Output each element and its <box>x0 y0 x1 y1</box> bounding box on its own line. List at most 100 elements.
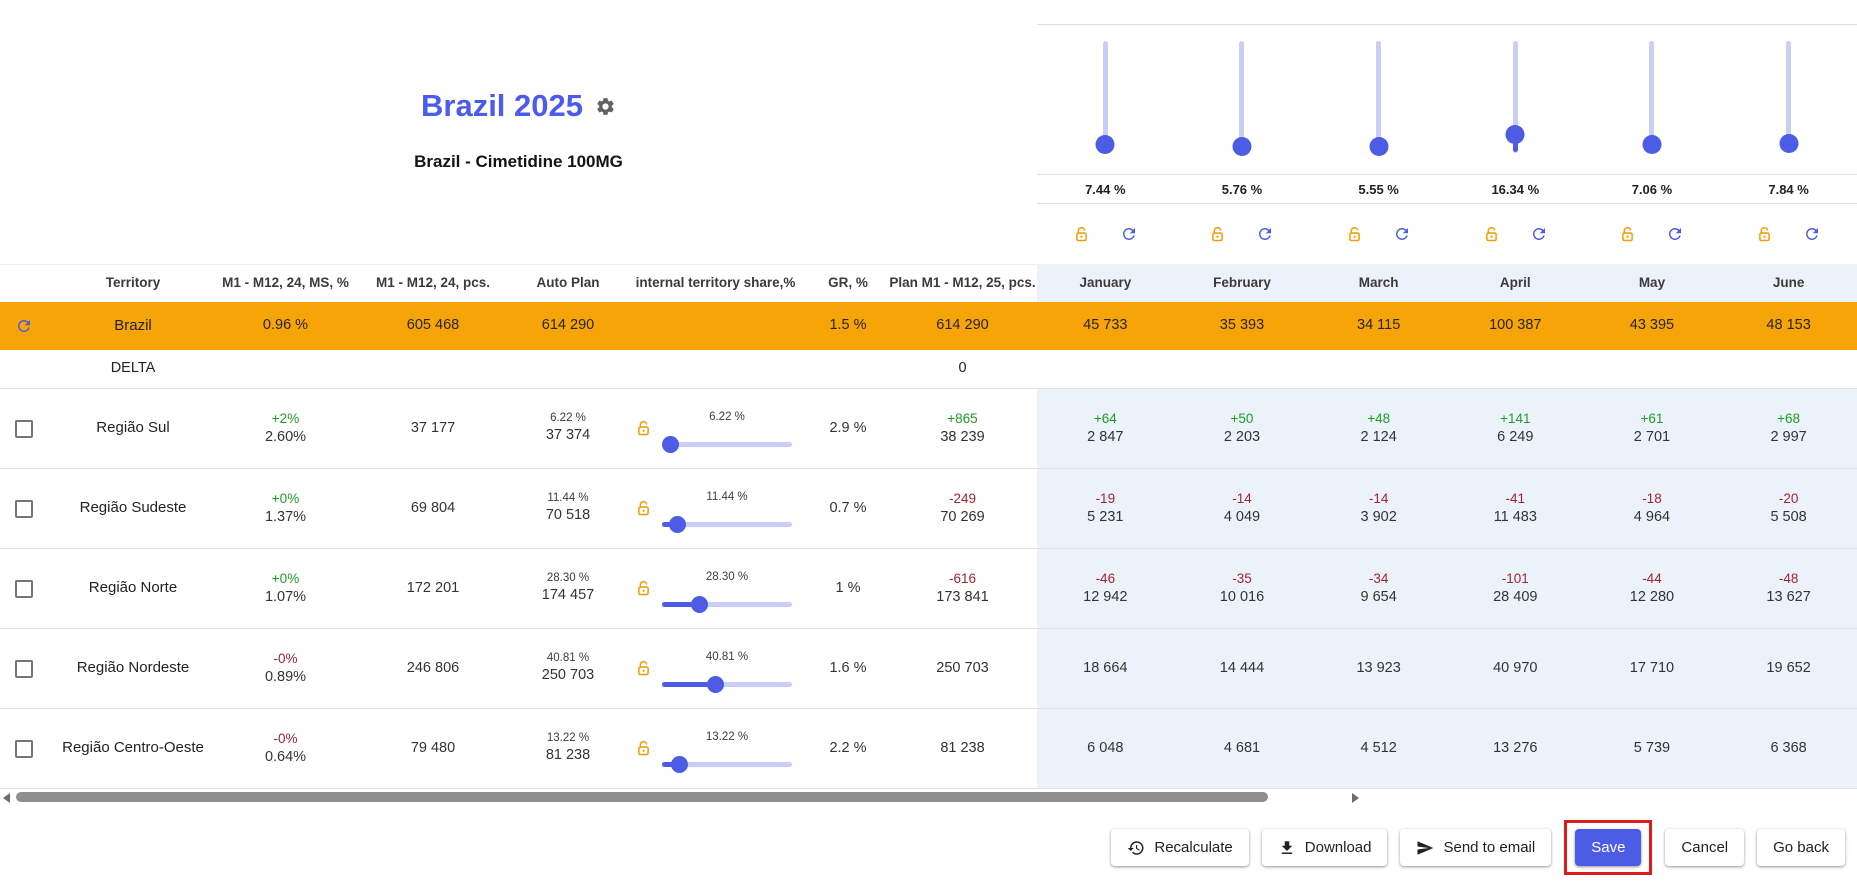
lock-open-icon[interactable] <box>635 580 652 597</box>
lock-open-icon[interactable] <box>1619 226 1636 243</box>
share-cell: 13.22 % <box>623 709 808 788</box>
vertical-slider-thumb[interactable] <box>1642 135 1662 155</box>
lock-open-icon[interactable] <box>1756 226 1773 243</box>
share-slider[interactable]: 6.22 % <box>662 410 792 453</box>
scrollbar-thumb[interactable] <box>16 792 1268 802</box>
recalculate-button[interactable]: Recalculate <box>1111 829 1249 866</box>
month-cell: 45 733 <box>1083 317 1128 334</box>
month-cell: +48 2 124 <box>1310 389 1447 468</box>
territory-label: Região Sul <box>96 419 170 437</box>
vertical-slider-thumb[interactable] <box>1369 136 1389 156</box>
download-button[interactable]: Download <box>1261 829 1388 866</box>
region-row: Região Nordeste -0% 0.89% 246 806 40.81 % 250… <box>0 628 1857 708</box>
month-cell: -101 28 409 <box>1446 549 1584 628</box>
row-checkbox[interactable] <box>15 419 33 438</box>
ms-cell: +2% 2.60% <box>264 410 307 445</box>
row-checkbox[interactable] <box>15 659 33 678</box>
vertical-slider-thumb[interactable] <box>1779 134 1799 154</box>
row-checkbox[interactable] <box>15 579 33 598</box>
scroll-right-icon[interactable] <box>1352 793 1359 803</box>
share-slider-value: 28.30 % <box>705 571 749 584</box>
save-button[interactable]: Save <box>1575 829 1642 866</box>
lock-open-icon[interactable] <box>635 420 652 437</box>
lock-open-icon[interactable] <box>1209 226 1226 243</box>
pcs-cell: 605 468 <box>406 317 460 334</box>
lock-open-icon[interactable] <box>1073 226 1090 243</box>
share-slider[interactable]: 40.81 % <box>662 650 792 693</box>
share-slider-track[interactable] <box>662 675 792 693</box>
gr-cell: 1.5 % <box>829 317 867 334</box>
region-row: Região Centro-Oeste -0% 0.64% 79 480 13.22 %… <box>0 708 1857 788</box>
month-cell: +68 2 997 <box>1720 389 1857 468</box>
month-cell <box>1173 350 1311 388</box>
refresh-icon[interactable] <box>1530 225 1548 243</box>
share-slider-thumb[interactable] <box>671 755 689 773</box>
vertical-slider-thumb[interactable] <box>1505 124 1525 144</box>
refresh-icon[interactable] <box>15 317 33 335</box>
refresh-icon[interactable] <box>1256 225 1274 243</box>
month-cell: 14 444 <box>1173 629 1311 708</box>
share-slider-track[interactable] <box>662 595 792 613</box>
gear-icon[interactable] <box>595 96 616 117</box>
share-slider-track[interactable] <box>662 755 792 773</box>
go-back-button[interactable]: Go back <box>1757 829 1845 866</box>
share-slider-track[interactable] <box>662 515 792 533</box>
share-slider-track[interactable] <box>662 435 792 453</box>
slider-icons <box>1174 204 1311 264</box>
refresh-icon[interactable] <box>1803 225 1821 243</box>
slider-value-label: 7.06 % <box>1631 181 1673 197</box>
vertical-slider[interactable] <box>1095 41 1115 154</box>
month-cell: +61 2 701 <box>1583 389 1721 468</box>
month-cell: 17 710 <box>1583 629 1721 708</box>
pcs-cell: 79 480 <box>410 739 456 756</box>
vslider-cell <box>1447 25 1584 174</box>
share-slider-thumb[interactable] <box>662 435 680 453</box>
share-slider-thumb[interactable] <box>690 595 708 613</box>
column-header: internal territory share,% <box>635 275 796 291</box>
column-header-month: April <box>1446 265 1584 302</box>
share-slider-value: 40.81 % <box>705 651 749 664</box>
page-title: Brazil 2025 <box>421 88 616 124</box>
button-label: Cancel <box>1681 839 1729 856</box>
slider-icons-row <box>1037 204 1857 264</box>
row-checkbox[interactable] <box>15 499 33 518</box>
lock-open-icon[interactable] <box>1346 226 1363 243</box>
ms-cell: -0% 0.89% <box>264 650 307 685</box>
vertical-slider-thumb[interactable] <box>1232 136 1252 156</box>
share-slider[interactable]: 11.44 % <box>662 490 792 533</box>
share-cell: 6.22 % <box>623 389 808 468</box>
share-slider[interactable]: 28.30 % <box>662 570 792 613</box>
month-cell: 5 739 <box>1583 709 1721 788</box>
vertical-slider[interactable] <box>1642 41 1662 155</box>
page-title-text: Brazil 2025 <box>421 88 583 123</box>
lock-open-icon[interactable] <box>635 660 652 677</box>
vertical-slider-thumb[interactable] <box>1095 134 1115 154</box>
value-cell <box>808 350 888 388</box>
lock-open-icon[interactable] <box>635 500 652 517</box>
auto-plan-cell: 28.30 % 174 457 <box>541 571 595 604</box>
vertical-slider[interactable] <box>1232 41 1252 156</box>
checkbox-cell <box>0 549 48 628</box>
vertical-slider[interactable] <box>1779 41 1799 154</box>
plan-cell: -249 70 269 <box>940 490 985 525</box>
gr-cell: 2.9 % <box>829 419 867 436</box>
vertical-slider[interactable] <box>1505 41 1525 153</box>
scroll-left-icon[interactable] <box>3 793 10 803</box>
slider-value-label: 5.55 % <box>1358 181 1399 197</box>
share-slider-thumb[interactable] <box>668 515 686 533</box>
button-label: Recalculate <box>1154 839 1233 856</box>
lock-open-icon[interactable] <box>635 740 652 757</box>
share-slider-thumb[interactable] <box>707 675 725 693</box>
row-checkbox[interactable] <box>15 739 33 758</box>
cancel-button[interactable]: Cancel <box>1665 829 1745 866</box>
refresh-icon[interactable] <box>1666 225 1684 243</box>
vslider-track-row <box>1037 24 1857 174</box>
refresh-icon[interactable] <box>1120 225 1138 243</box>
send-to-email-button[interactable]: Send to email <box>1400 829 1552 866</box>
refresh-icon[interactable] <box>1393 225 1411 243</box>
share-slider[interactable]: 13.22 % <box>662 730 792 773</box>
lock-open-icon[interactable] <box>1483 226 1500 243</box>
vertical-slider[interactable] <box>1369 41 1389 156</box>
month-cell: -48 13 627 <box>1720 549 1857 628</box>
month-cell: -18 4 964 <box>1583 469 1721 548</box>
